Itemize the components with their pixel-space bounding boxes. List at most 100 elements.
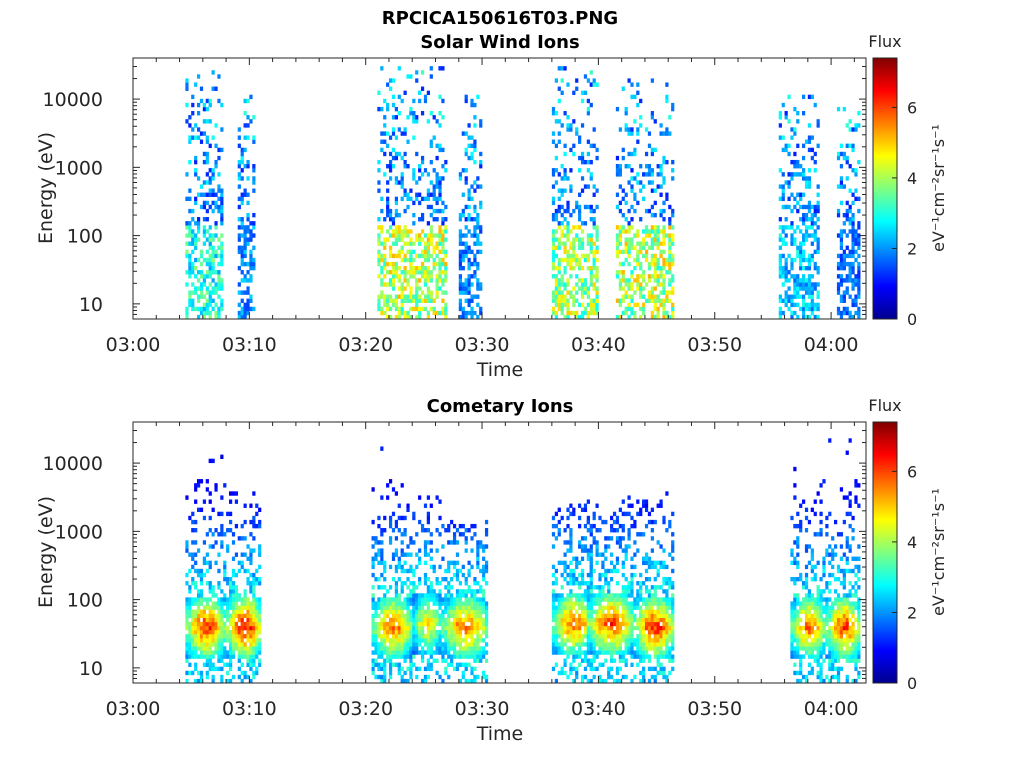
spectrogram-cell — [816, 314, 820, 320]
spectrogram-cell — [386, 143, 390, 149]
spectrogram-cell — [793, 196, 797, 202]
spectrogram-cell — [444, 229, 448, 234]
spectrogram-cell — [196, 609, 201, 614]
spectrogram-cell — [211, 286, 215, 291]
spectrogram-cell — [249, 589, 253, 594]
spectrogram-cell — [380, 310, 384, 316]
spectrogram-cell — [211, 86, 215, 91]
spectrogram-cell — [464, 245, 468, 250]
spectrogram-cell — [601, 560, 605, 566]
spectrogram-cell — [214, 302, 218, 308]
spectrogram-cell — [394, 519, 398, 525]
spectrogram-cell — [473, 159, 477, 165]
spectrogram-cell — [578, 613, 582, 619]
spectrogram-cell — [252, 674, 256, 680]
spectrogram-cell — [595, 257, 599, 263]
spectrogram-cell — [397, 597, 401, 602]
spectrogram-cell — [458, 625, 462, 631]
spectrogram-cell — [612, 650, 617, 655]
spectrogram-cell — [415, 593, 419, 598]
spectrogram-cell — [188, 597, 192, 602]
spectrogram-cell — [557, 642, 561, 647]
spectrogram-cell — [668, 217, 672, 222]
spectrogram-cell — [650, 585, 654, 590]
spectrogram-cell — [188, 613, 192, 619]
spectrogram-cell — [214, 560, 218, 566]
spectrogram-cell — [394, 208, 398, 214]
spectrogram-cell — [572, 298, 576, 303]
spectrogram-cell — [252, 589, 256, 594]
spectrogram-cell — [243, 601, 247, 606]
spectrogram-cell — [586, 621, 590, 627]
spectrogram-cell — [415, 270, 419, 275]
spectrogram-cell — [569, 265, 573, 271]
spectrogram-cell — [467, 282, 471, 287]
spectrogram-cell — [781, 310, 785, 316]
spectrogram-cell — [220, 544, 224, 549]
spectrogram-cell — [391, 265, 396, 271]
spectrogram-cell — [452, 654, 457, 659]
spectrogram-cell — [240, 629, 244, 635]
spectrogram-cell — [243, 302, 247, 308]
spectrogram-cell — [781, 274, 785, 279]
spectrogram-cell — [220, 261, 224, 267]
spectrogram-cell — [388, 78, 393, 83]
spectrogram-cell — [194, 654, 198, 659]
spectrogram-cell — [572, 249, 576, 255]
spectrogram-cell — [403, 625, 407, 631]
spectrogram-cell — [426, 601, 430, 606]
spectrogram-cell — [228, 654, 233, 659]
spectrogram-cell — [220, 253, 224, 259]
spectrogram-cell — [650, 528, 654, 533]
spectrogram-cell — [633, 625, 637, 631]
spectrogram-cell — [400, 585, 404, 590]
spectrogram-cell — [243, 147, 247, 153]
spectrogram-cell — [388, 278, 393, 283]
spectrogram-cell — [231, 625, 236, 631]
spectrogram-cell — [202, 597, 207, 602]
spectrogram-cell — [412, 221, 416, 226]
spectrogram-cell — [854, 123, 858, 128]
spectrogram-cell — [426, 666, 430, 672]
spectrogram-cell — [380, 495, 384, 500]
spectrogram-cell — [467, 261, 471, 267]
spectrogram-cell — [228, 528, 233, 533]
spectrogram-cell — [400, 617, 404, 623]
spectrogram-cell — [447, 662, 451, 667]
spectrogram-cell — [394, 196, 398, 202]
spectrogram-cell — [624, 282, 628, 287]
spectrogram-cell — [429, 66, 433, 71]
spectrogram-cell — [194, 155, 198, 161]
spectrogram-cell — [857, 306, 861, 312]
spectrogram-cell — [464, 650, 468, 655]
spectrogram-cell — [781, 192, 785, 197]
spectrogram-cell — [391, 597, 396, 602]
spectrogram-cell — [403, 528, 407, 533]
spectrogram-cell — [394, 135, 398, 140]
spectrogram-cell — [601, 609, 605, 614]
spectrogram-cell — [415, 192, 419, 197]
spectrogram-cell — [595, 147, 599, 153]
spectrogram-cell — [214, 249, 218, 255]
spectrogram-cell — [598, 674, 602, 680]
spectrogram-cell — [447, 674, 451, 680]
spectrogram-cell — [397, 613, 401, 619]
spectrogram-cell — [630, 237, 634, 242]
spectrogram-cell — [380, 278, 384, 283]
spectrogram-cell — [604, 556, 608, 561]
spectrogram-cell — [473, 294, 477, 299]
spectrogram-cell — [566, 523, 570, 529]
spectrogram-cell — [618, 613, 622, 619]
spectrogram-cell — [592, 674, 596, 680]
spectrogram-cell — [569, 621, 573, 627]
spectrogram-cell — [816, 290, 820, 295]
spectrogram-cell — [642, 286, 646, 291]
spectrogram-cell — [554, 119, 558, 124]
spectrogram-cell — [214, 253, 218, 259]
spectrogram-cell — [668, 265, 672, 271]
spectrogram-cell — [668, 270, 672, 275]
spectrogram-cell — [377, 302, 381, 308]
spectrogram-cell — [644, 654, 649, 659]
spectrogram-cell — [604, 642, 608, 647]
